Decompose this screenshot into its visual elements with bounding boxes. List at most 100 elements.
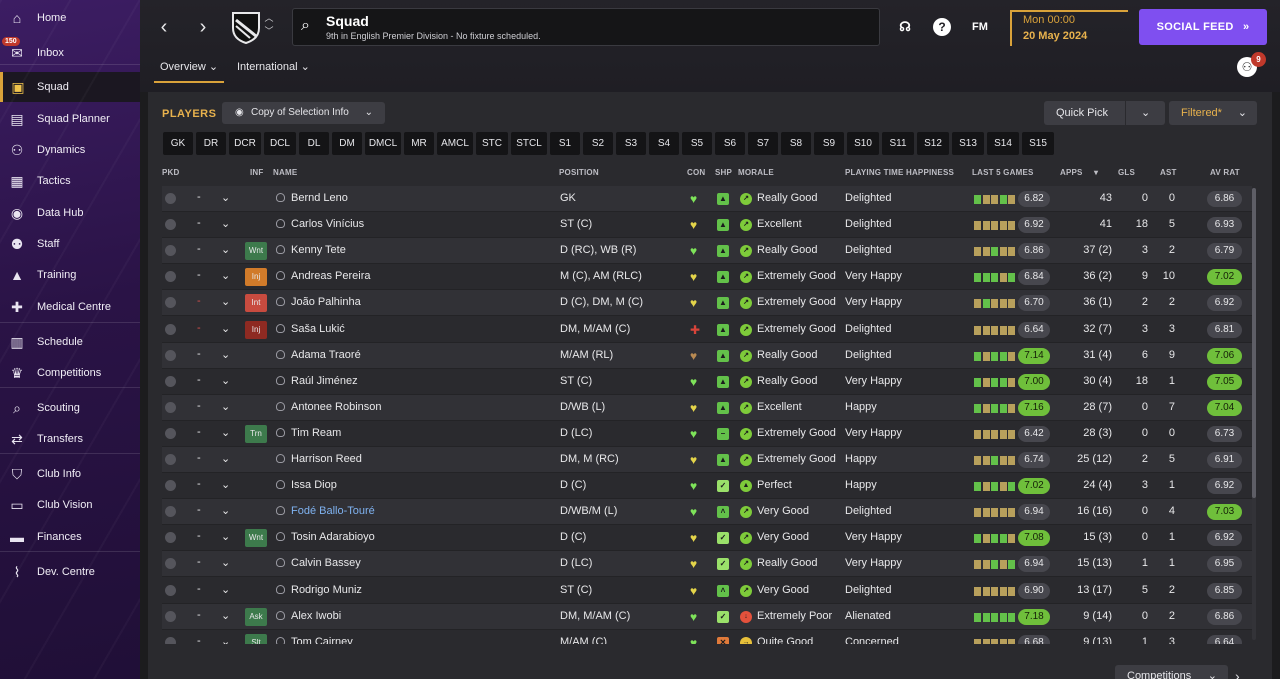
pkd-toggle[interactable]	[165, 349, 176, 361]
copy-selection-button[interactable]: ◉ Copy of Selection Info ⌄	[222, 102, 385, 124]
col-last-5-games[interactable]: LAST 5 GAMES	[972, 168, 1034, 177]
row-chevron-down-icon[interactable]: ⌄	[221, 192, 231, 204]
club-crest-icon[interactable]	[230, 10, 262, 44]
position-chip-s11[interactable]: S11	[882, 132, 914, 155]
col-name[interactable]: NAME	[273, 168, 298, 177]
player-name[interactable]: Alex Iwobi	[291, 609, 342, 622]
pkd-toggle[interactable]	[165, 245, 176, 257]
col-playing-time-happiness[interactable]: PLAYING TIME HAPPINESS	[845, 168, 955, 177]
table-row[interactable]: - ⌄ Issa Diop D (C) ♥ ✓ ▲ Perfect Happy 7.02 24 (4…	[162, 473, 1252, 500]
inf-badge[interactable]: Ask	[245, 607, 267, 626]
table-row[interactable]: - ⌄ Bernd Leno GK ♥ ▲ ↗ Really Good Delighted 6.8…	[162, 186, 1252, 212]
pkd-toggle[interactable]	[165, 193, 176, 204]
sidebar-item-staff[interactable]: ⚉ Staff	[0, 229, 140, 259]
pkd-toggle[interactable]	[165, 297, 176, 309]
pkd-toggle[interactable]	[165, 323, 176, 335]
inf-badge[interactable]: Wnt	[245, 529, 267, 548]
table-scrollbar[interactable]	[1252, 188, 1256, 640]
competitions-dropdown[interactable]: Competitions ⌄	[1115, 665, 1228, 679]
row-chevron-down-icon[interactable]: ⌄	[221, 557, 231, 570]
sidebar-item-dynamics[interactable]: ⚇ Dynamics	[0, 135, 140, 165]
player-name[interactable]: Tim Ream	[291, 426, 342, 439]
page-title-box[interactable]: ⌕ Squad 9th in English Premier Division …	[292, 8, 880, 46]
position-chip-s1[interactable]: S1	[550, 132, 580, 155]
row-chevron-down-icon[interactable]: ⌄	[221, 400, 231, 413]
player-name[interactable]: Raúl Jiménez	[291, 374, 358, 387]
position-chip-dm[interactable]: DM	[332, 132, 362, 155]
col-con[interactable]: CON	[687, 168, 706, 177]
position-chip-s8[interactable]: S8	[781, 132, 811, 155]
position-chip-gk[interactable]: GK	[163, 132, 193, 155]
scrollbar-thumb[interactable]	[1252, 188, 1256, 498]
position-chip-s2[interactable]: S2	[583, 132, 613, 155]
sidebar-item-scouting[interactable]: ⌕ Scouting	[0, 393, 140, 423]
player-name[interactable]: Andreas Pereira	[291, 270, 371, 283]
row-chevron-down-icon[interactable]: ⌄	[221, 218, 231, 231]
table-row[interactable]: - ⌄ Inj Saša Lukić DM, M/AM (C) ✚ ▲ ↗ Extremely …	[162, 316, 1252, 343]
table-row[interactable]: - ⌄ Wnt Tosin Adarabioyo D (C) ♥ ✓ ↗ Very Good Ve…	[162, 525, 1252, 552]
position-chip-s14[interactable]: S14	[987, 132, 1019, 155]
player-name[interactable]: Tosin Adarabioyo	[291, 531, 375, 544]
player-name[interactable]: Saša Lukić	[291, 322, 345, 335]
col-inf[interactable]: INF	[250, 168, 264, 177]
tab-overview[interactable]: Overview ⌄	[153, 60, 225, 83]
position-chip-s15[interactable]: S15	[1022, 132, 1054, 155]
row-chevron-down-icon[interactable]: ⌄	[221, 270, 231, 283]
help-icon[interactable]: ?	[933, 18, 951, 36]
player-name[interactable]: Carlos Vinícius	[291, 218, 365, 231]
position-chip-mr[interactable]: MR	[404, 132, 434, 155]
sidebar-item-home[interactable]: ⌂ Home	[0, 3, 140, 33]
row-chevron-down-icon[interactable]: ⌄	[221, 505, 231, 518]
player-name[interactable]: Harrison Reed	[291, 453, 362, 465]
player-name[interactable]: Issa Diop	[291, 479, 337, 492]
col-av-rat[interactable]: AV RAT	[1210, 168, 1240, 177]
row-chevron-down-icon[interactable]: ⌄	[221, 583, 231, 596]
sidebar-item-squad-planner[interactable]: ▤ Squad Planner	[0, 104, 140, 134]
table-row[interactable]: - ⌄ Calvin Bassey D (LC) ♥ ✓ ↗ Really Good Very …	[162, 551, 1252, 578]
pkd-toggle[interactable]	[165, 401, 176, 413]
fm-menu-icon[interactable]: FM	[972, 21, 988, 33]
position-chip-stc[interactable]: STC	[476, 132, 508, 155]
position-chip-dcr[interactable]: DCR	[229, 132, 261, 155]
player-name[interactable]: Adama Traoré	[291, 348, 361, 361]
club-switch-arrows-icon[interactable]: ︿ ﹀	[264, 13, 274, 36]
row-chevron-down-icon[interactable]: ⌄	[221, 244, 231, 257]
row-chevron-down-icon[interactable]: ⌄	[221, 322, 231, 335]
pkd-toggle[interactable]	[165, 271, 176, 283]
sidebar-item-dev-centre[interactable]: ⌇ Dev. Centre	[0, 557, 140, 587]
club-globe-icon[interactable]: ☊	[899, 19, 911, 34]
table-row[interactable]: - ⌄ Antonee Robinson D/WB (L) ♥ ▲ ↗ Excellent Ha…	[162, 394, 1252, 421]
table-row[interactable]: - ⌄ Rodrigo Muniz ST (C) ♥ ˄ ↗ Very Good Delight…	[162, 577, 1252, 604]
position-chip-dmcl[interactable]: DMCL	[365, 132, 401, 155]
sidebar-item-inbox[interactable]: ✉ Inbox	[0, 38, 140, 68]
sidebar-item-squad[interactable]: ▣ Squad	[0, 72, 140, 102]
player-name[interactable]: João Palhinha	[291, 296, 361, 309]
position-chip-amcl[interactable]: AMCL	[437, 132, 473, 155]
pkd-toggle[interactable]	[165, 427, 176, 439]
quick-pick-button[interactable]: Quick Pick ⌄	[1044, 101, 1165, 125]
pkd-toggle[interactable]	[165, 610, 176, 622]
pkd-toggle[interactable]	[165, 636, 176, 644]
row-chevron-down-icon[interactable]: ⌄	[221, 453, 231, 465]
sidebar-item-finances[interactable]: ▬ Finances	[0, 522, 140, 552]
position-chip-stcl[interactable]: STCL	[511, 132, 547, 155]
sidebar-item-club-info[interactable]: ⛉ Club Info	[0, 459, 140, 489]
col-apps[interactable]: APPS	[1060, 168, 1083, 177]
pkd-toggle[interactable]	[165, 375, 176, 387]
col-pkd[interactable]: PKD	[162, 168, 180, 177]
pkd-toggle[interactable]	[165, 219, 176, 231]
col-gls[interactable]: GLS	[1118, 168, 1136, 177]
position-chip-s13[interactable]: S13	[952, 132, 984, 155]
position-chip-s9[interactable]: S9	[814, 132, 844, 155]
inf-badge[interactable]: Inj	[245, 268, 267, 287]
table-row[interactable]: - ⌄ Raúl Jiménez ST (C) ♥ ▲ ↗ Really Good Very H…	[162, 368, 1252, 395]
position-chip-dl[interactable]: DL	[299, 132, 329, 155]
position-chip-s3[interactable]: S3	[616, 132, 646, 155]
table-row[interactable]: - ⌄ Slt Tom Cairney M/AM (C) ♥ ✕ → Quite Good Con…	[162, 629, 1252, 644]
game-date[interactable]: Mon 00:00 20 May 2024	[1010, 10, 1128, 46]
table-row[interactable]: - ⌄ Carlos Vinícius ST (C) ♥ ▲ ↗ Excellent Delig…	[162, 212, 1252, 239]
position-chip-s6[interactable]: S6	[715, 132, 745, 155]
table-row[interactable]: - ⌄ Harrison Reed DM, M (RC) ♥ ▲ ↗ Extremely Go…	[162, 447, 1252, 473]
inf-badge[interactable]: Inj	[245, 320, 267, 339]
table-row[interactable]: - ⌄ Wnt Kenny Tete D (RC), WB (R) ♥ ▲ ↗ Really G…	[162, 238, 1252, 265]
